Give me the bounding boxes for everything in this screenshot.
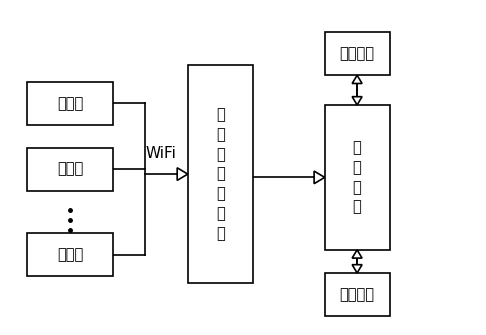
Text: 云
服
务
器: 云 服 务 器 <box>353 140 362 215</box>
Text: 固定终端: 固定终端 <box>340 287 375 302</box>
Text: 控
制
中
心
服
务
器: 控 制 中 心 服 务 器 <box>216 107 225 241</box>
Bar <box>27 148 113 191</box>
Bar <box>27 233 113 276</box>
Text: 移动终端: 移动终端 <box>340 46 375 61</box>
Text: 子系统: 子系统 <box>57 162 83 177</box>
Polygon shape <box>352 265 362 273</box>
Bar <box>188 65 253 283</box>
Bar <box>325 105 390 250</box>
Text: 子系统: 子系统 <box>57 96 83 111</box>
Text: 子系统: 子系统 <box>57 247 83 262</box>
Bar <box>27 82 113 125</box>
Polygon shape <box>352 97 362 105</box>
Polygon shape <box>352 250 362 258</box>
Polygon shape <box>352 75 362 83</box>
Text: WiFi: WiFi <box>146 146 177 161</box>
Polygon shape <box>177 168 188 181</box>
Bar <box>325 32 390 75</box>
Polygon shape <box>314 171 325 184</box>
Bar <box>325 273 390 316</box>
